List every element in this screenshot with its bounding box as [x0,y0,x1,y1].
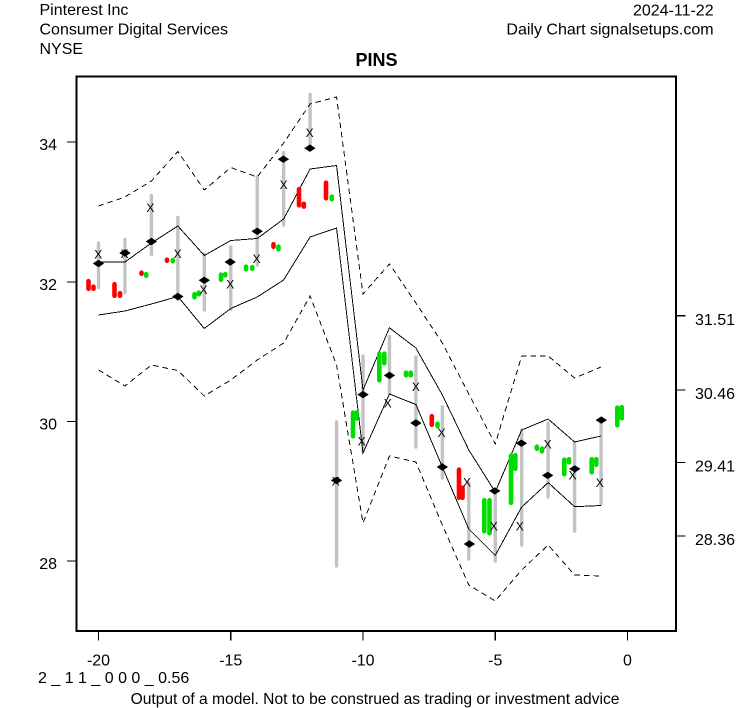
svg-text:X: X [306,126,314,140]
svg-text:30: 30 [39,417,57,434]
svg-text:Consumer Digital Services: Consumer Digital Services [40,22,229,39]
svg-text:X: X [332,475,340,489]
svg-text:28.36: 28.36 [695,532,735,549]
svg-text:NYSE: NYSE [40,41,84,58]
svg-text:X: X [412,380,420,394]
svg-text:Daily Chart signalsetups.com: Daily Chart signalsetups.com [506,21,713,38]
svg-text:X: X [146,201,154,215]
svg-text:2024-11-22: 2024-11-22 [633,2,714,19]
svg-text:PINS: PINS [355,50,397,70]
svg-text:X: X [596,476,604,490]
svg-text:X: X [490,520,498,534]
svg-text:30.46: 30.46 [695,386,735,403]
svg-text:X: X [569,469,577,483]
svg-text:X: X [358,435,366,449]
svg-text:-10: -10 [351,653,374,670]
svg-text:2 _ 1 1 _ 0 0 0 _ 0.56: 2 _ 1 1 _ 0 0 0 _ 0.56 [38,670,189,687]
svg-text:29.41: 29.41 [695,459,735,476]
svg-text:34: 34 [39,137,57,154]
svg-text:X: X [280,178,288,192]
svg-text:-15: -15 [219,653,242,670]
svg-text:X: X [253,252,261,266]
svg-text:X: X [516,520,524,534]
svg-text:X: X [199,283,207,297]
svg-text:X: X [226,278,234,292]
svg-text:X: X [544,437,552,451]
svg-text:X: X [174,247,182,261]
svg-text:Pinterest Inc: Pinterest Inc [40,2,129,19]
svg-text:Output of a model. Not to be c: Output of a model. Not to be construed a… [131,691,620,708]
svg-text:32: 32 [39,277,57,294]
svg-text:28: 28 [39,556,57,573]
svg-text:X: X [384,396,392,410]
svg-text:31.51: 31.51 [695,312,735,329]
svg-text:X: X [463,476,471,490]
svg-text:X: X [120,247,128,261]
svg-text:-20: -20 [87,653,110,670]
svg-text:X: X [437,426,445,440]
svg-text:-5: -5 [488,653,502,670]
svg-text:0: 0 [623,653,632,670]
svg-text:X: X [94,248,102,262]
